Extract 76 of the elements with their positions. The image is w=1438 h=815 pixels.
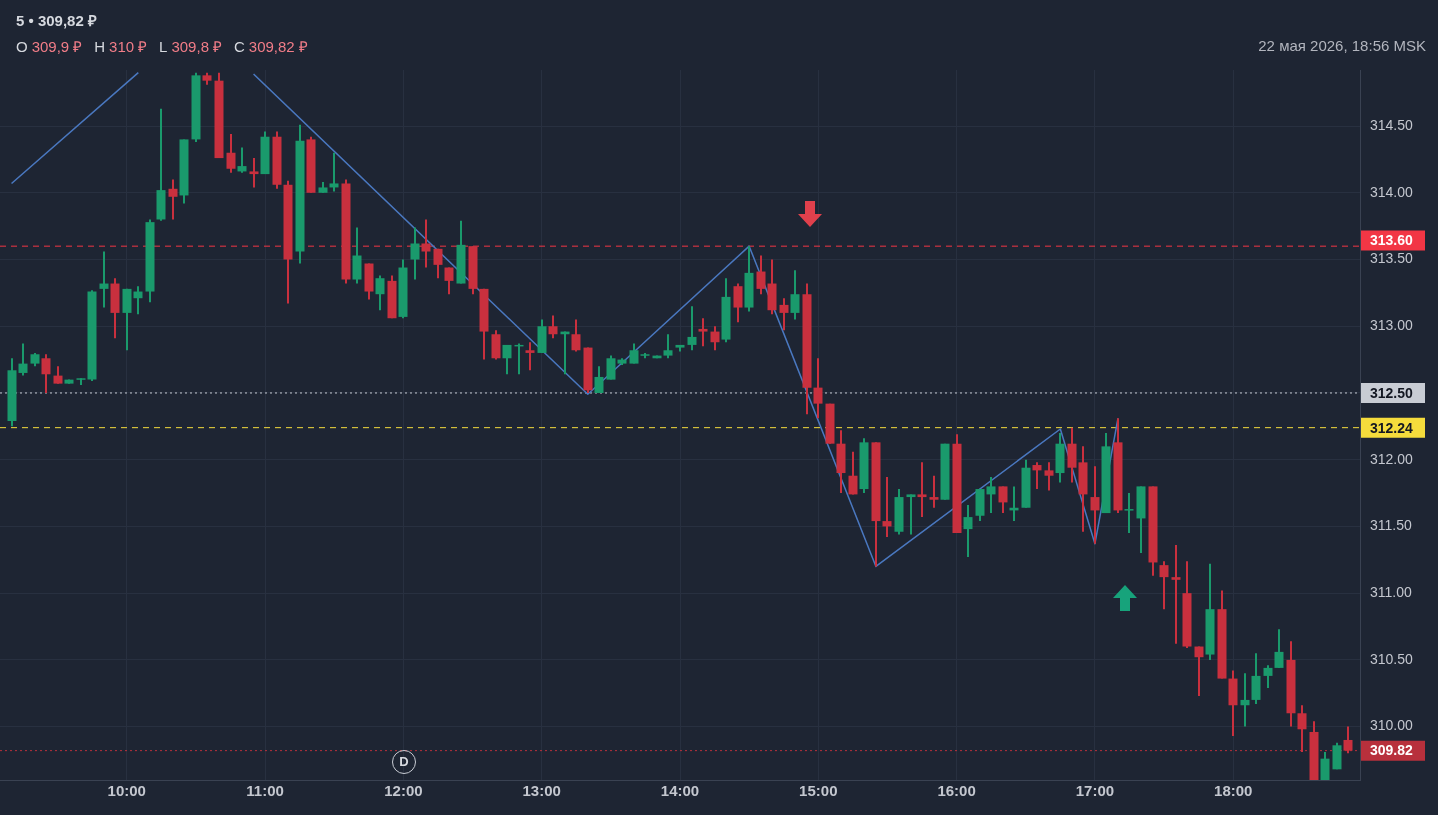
x-tick-label: 17:00 (1075, 782, 1115, 800)
candlestick (906, 493, 916, 536)
x-tick-label: 14:00 (660, 782, 700, 800)
y-tick-label: 314.50 (1370, 116, 1414, 133)
candlestick (1124, 492, 1134, 535)
candlestick (1090, 465, 1100, 545)
candlestick (525, 341, 535, 372)
candlestick (698, 317, 708, 348)
y-tick-label: 311.00 (1370, 584, 1412, 601)
candlestick (444, 266, 454, 296)
x-tick-label: 18:00 (1214, 782, 1253, 800)
candlestick (917, 461, 927, 519)
chart-title: 5 • 309,82 ₽ (16, 11, 98, 30)
candlestick (848, 450, 858, 496)
y-tick-label: 314.00 (1370, 183, 1414, 200)
x-tick-label: 11:00 (246, 782, 284, 800)
candlestick (929, 474, 939, 509)
candlestick (1274, 628, 1284, 669)
candlestick (1320, 750, 1330, 780)
x-tick-label: 10:00 (107, 782, 146, 800)
x-tick-label: 13:00 (522, 782, 561, 800)
candlestick (790, 269, 800, 321)
candlestick (756, 254, 766, 296)
candlestick (963, 504, 973, 559)
y-tick-label: 311.50 (1370, 517, 1412, 534)
candlestick (375, 274, 385, 312)
candlestick (882, 476, 892, 539)
candlestick (133, 285, 143, 316)
ref-line-label: 312.50 (1370, 384, 1414, 401)
candlestick (663, 333, 673, 360)
candlestick (1159, 560, 1169, 611)
candlestick (1263, 664, 1273, 689)
y-tick-label: 310.50 (1370, 650, 1414, 667)
x-tick-label: 16:00 (937, 782, 976, 800)
y-tick-label: 310.00 (1370, 717, 1414, 734)
candlestick (813, 357, 823, 420)
candlestick (168, 178, 178, 221)
candlestick (710, 325, 720, 352)
candlestick (629, 342, 639, 365)
candlestick (1032, 461, 1042, 491)
candlestick (226, 133, 236, 174)
y-tick-label: 312.00 (1370, 450, 1414, 467)
candlestick (571, 318, 581, 353)
candlestick (606, 354, 616, 381)
candlestick (433, 247, 443, 280)
candlestick (548, 314, 558, 340)
x-tick-label: 15:00 (799, 782, 838, 800)
candlestick (594, 365, 604, 394)
candlestick (41, 353, 51, 394)
ref-line-label: 313.60 (1370, 232, 1414, 249)
candlestick (99, 250, 109, 309)
ref-line-label: 312.24 (1370, 419, 1414, 436)
text: O 309,9 ₽ H 310 ₽ L 309,8 ₽ C 309,82 ₽ (16, 38, 308, 55)
x-tick-label: 12:00 (384, 782, 423, 800)
y-tick-label: 313.00 (1370, 317, 1414, 334)
candlestick (1343, 725, 1353, 755)
candlestick (998, 485, 1008, 515)
candlestick (1194, 645, 1204, 697)
candlestick (237, 146, 247, 174)
candlestick (249, 157, 259, 189)
text: 22 мая 2026, 18:56 MSK (1258, 37, 1426, 54)
candlestick (1171, 544, 1181, 645)
candlestick (986, 476, 996, 515)
candlestick (329, 151, 339, 193)
candlestick (687, 305, 697, 352)
candlestick (1240, 672, 1250, 728)
candlestick (1297, 704, 1307, 753)
candlestick (502, 343, 512, 376)
candlestick (779, 297, 789, 332)
candlestick (1044, 461, 1054, 492)
candlestick (421, 218, 431, 269)
candlestick (410, 226, 420, 281)
y-tick-label: 313.50 (1370, 250, 1414, 267)
candlestick (733, 282, 743, 324)
ref-line-label: 309.82 (1370, 742, 1414, 759)
candlestick (18, 342, 28, 377)
